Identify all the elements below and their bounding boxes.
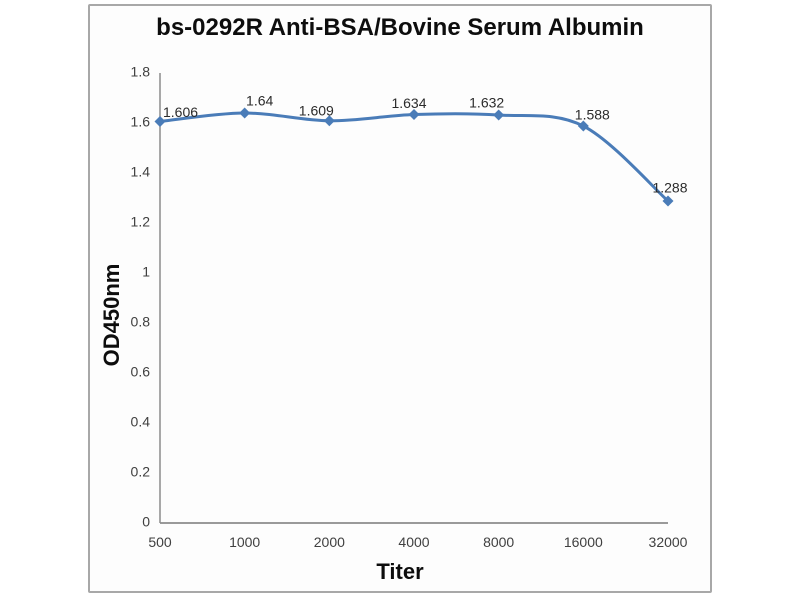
data-point-marker: [577, 120, 589, 132]
x-tick-label: 4000: [398, 534, 429, 550]
y-tick-label: 0.4: [131, 414, 151, 430]
y-tick-label: 0: [142, 514, 150, 530]
line-chart-plot: 0 0.2 0.4 0.6 0.8 1 1.2 1.4 1.6 1.8 500 1000 2000 400…: [131, 64, 688, 550]
y-tick-label: 1.8: [131, 64, 151, 80]
data-point-marker: [662, 195, 674, 207]
chart-title: bs-0292R Anti-BSA/Bovine Serum Albumin: [156, 14, 644, 41]
y-tick-label: 1.2: [131, 214, 151, 230]
y-tick-label: 0.2: [131, 464, 151, 480]
y-tick-label: 1: [142, 264, 150, 280]
data-point-label: 1.606: [163, 104, 198, 120]
data-point-marker: [323, 115, 335, 127]
data-point-marker: [408, 109, 420, 120]
y-tick-label: 1.6: [131, 114, 151, 130]
y-tick-label: 1.4: [131, 164, 151, 180]
x-tick-label: 8000: [483, 534, 514, 550]
series-line: [158, 111, 670, 203]
data-point-marker: [154, 116, 166, 127]
y-tick-label: 0.8: [131, 314, 151, 330]
chart-frame: bs-0292R Anti-BSA/Bovine Serum Albumin O…: [88, 4, 712, 593]
y-tick-label: 0.6: [131, 364, 151, 380]
x-tick-label: 500: [148, 534, 172, 550]
data-point-label: 1.588: [575, 107, 610, 123]
data-point-label: 1.634: [391, 95, 426, 111]
data-point-label: 1.609: [299, 102, 334, 118]
x-tick-label: 16000: [564, 534, 603, 550]
x-axis-title: Titer: [376, 559, 424, 584]
data-point-label: 1.632: [469, 95, 504, 111]
x-tick-label: 1000: [229, 534, 260, 550]
x-tick-label: 2000: [314, 534, 345, 550]
data-point-marker: [493, 109, 505, 121]
data-point-marker: [239, 107, 251, 119]
x-tick-label: 32000: [649, 534, 688, 550]
data-point-label: 1.64: [246, 93, 273, 109]
data-point-label: 1.288: [652, 180, 687, 196]
